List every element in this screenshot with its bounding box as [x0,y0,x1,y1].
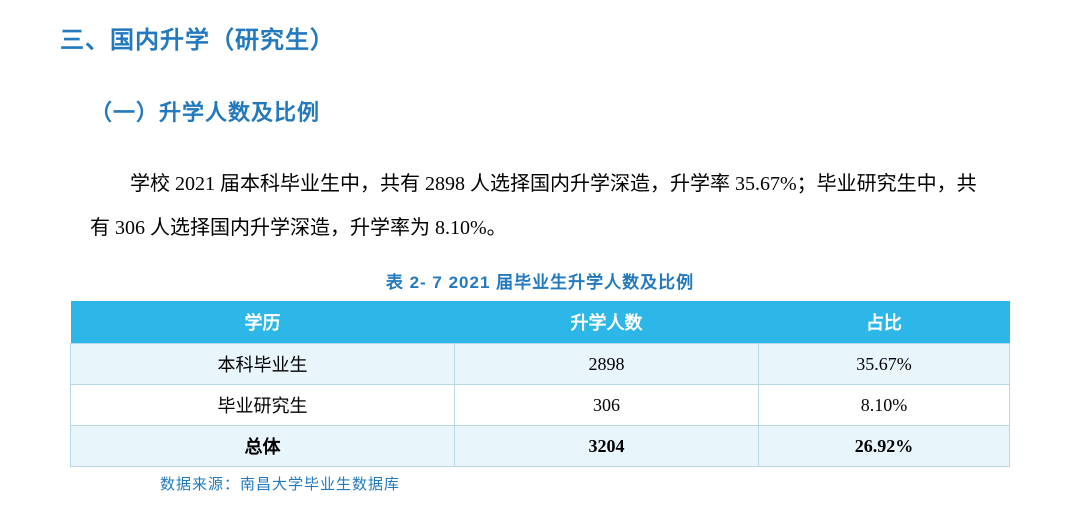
cell-pct: 35.67% [758,344,1009,385]
section-title: 三、国内升学（研究生） [60,20,1020,55]
cell-pct: 8.10% [758,385,1009,426]
cell-count: 3204 [455,426,759,467]
cell-count: 2898 [455,344,759,385]
table-header-row: 学历 升学人数 占比 [71,301,1010,344]
enrollment-table: 学历 升学人数 占比 本科毕业生 2898 35.67% 毕业研究生 306 8… [70,301,1010,467]
table-caption: 表 2- 7 2021 届毕业生升学人数及比例 [60,268,1020,293]
subsection-title: （一）升学人数及比例 [90,95,1020,127]
cell-pct: 26.92% [758,426,1009,467]
table-row-total: 总体 3204 26.92% [71,426,1010,467]
cell-label: 总体 [71,426,455,467]
cell-label: 毕业研究生 [71,385,455,426]
col-header-degree: 学历 [71,301,455,344]
cell-label: 本科毕业生 [71,344,455,385]
table-row: 本科毕业生 2898 35.67% [71,344,1010,385]
table-row: 毕业研究生 306 8.10% [71,385,1010,426]
cell-count: 306 [455,385,759,426]
col-header-count: 升学人数 [455,301,759,344]
data-source-footnote: 数据来源：南昌大学毕业生数据库 [160,473,1020,494]
col-header-pct: 占比 [758,301,1009,344]
body-paragraph: 学校 2021 届本科毕业生中，共有 2898 人选择国内升学深造，升学率 35… [90,162,990,250]
